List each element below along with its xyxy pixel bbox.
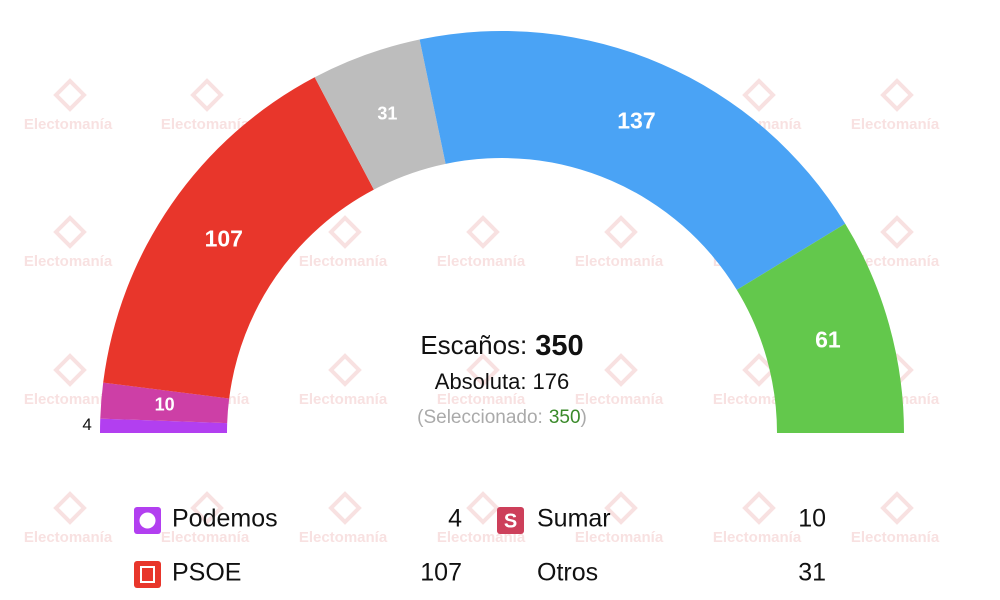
seat-arc xyxy=(419,31,846,290)
watermark-logo xyxy=(328,353,362,387)
watermark: Electomanía xyxy=(161,116,250,133)
watermark-logo xyxy=(466,491,500,525)
watermark: Electomanía xyxy=(299,253,388,270)
selected-label: (Seleccionado: xyxy=(417,407,543,428)
watermark: Electomanía xyxy=(299,391,388,408)
watermark: Electomanía xyxy=(161,529,250,546)
data-label: 107 xyxy=(205,225,243,251)
legend-label: Podemos xyxy=(172,505,278,533)
watermark-logo xyxy=(53,78,87,112)
watermark: Electomanía xyxy=(24,253,113,270)
data-label: 31 xyxy=(377,103,397,123)
watermark-logo xyxy=(53,215,87,249)
seat-arc xyxy=(103,77,374,399)
watermark: Electomanía xyxy=(851,116,940,133)
majority-label: Absoluta: xyxy=(435,369,527,394)
data-label: 4 xyxy=(82,415,91,434)
watermark-logo xyxy=(328,491,362,525)
seat-arc xyxy=(100,418,228,433)
watermark-logo xyxy=(466,353,500,387)
data-label: 61 xyxy=(815,327,841,353)
watermark: Electomanía xyxy=(851,529,940,546)
watermark-logo xyxy=(880,78,914,112)
watermark-logo xyxy=(190,78,224,112)
watermark: Electomanía xyxy=(851,253,940,270)
watermark: Electomanía xyxy=(713,529,802,546)
selected-close: ) xyxy=(581,407,587,428)
watermark-logo xyxy=(466,215,500,249)
legend-label: Sumar xyxy=(537,505,611,533)
watermark-logo xyxy=(53,353,87,387)
watermark-logo xyxy=(742,78,776,112)
legend-icon xyxy=(497,507,524,534)
watermark-logo xyxy=(742,491,776,525)
majority-line: Absoluta: 176 xyxy=(435,369,569,394)
watermark: Electomanía xyxy=(575,529,664,546)
watermark-logo xyxy=(880,215,914,249)
seat-arc: 4 10 107 31 137 61 xyxy=(82,31,904,434)
legend-value: 4 xyxy=(448,505,462,533)
watermark: Electomanía xyxy=(24,391,113,408)
watermark: Electomanía xyxy=(24,529,113,546)
legend-value: 31 xyxy=(798,559,826,587)
data-label: 10 xyxy=(155,394,175,414)
total-value: 350 xyxy=(535,330,583,362)
majority-value: 176 xyxy=(533,369,570,394)
watermark: Electomanía xyxy=(437,253,526,270)
watermark: Electomanía xyxy=(575,391,664,408)
total-line: Escaños: 350 xyxy=(420,330,583,362)
legend-value: 10 xyxy=(798,505,826,533)
legend-label: Otros xyxy=(537,559,598,587)
watermark-logo xyxy=(880,491,914,525)
watermark-logo xyxy=(53,491,87,525)
watermark-logo xyxy=(190,491,224,525)
watermark: Electomanía xyxy=(437,391,526,408)
watermark: Electomanía xyxy=(24,116,113,133)
data-label: 137 xyxy=(617,107,655,133)
legend-icon-glyph xyxy=(140,566,155,583)
seat-arc xyxy=(314,39,446,190)
watermark-logo xyxy=(328,215,362,249)
legend-icon-glyph: S xyxy=(504,510,517,532)
legend-icon-dot xyxy=(139,512,156,529)
selected-value: 350 xyxy=(549,407,581,428)
selected-line: (Seleccionado: 350) xyxy=(417,407,587,428)
seat-arc xyxy=(736,223,904,433)
legend-label: PSOE xyxy=(172,559,241,587)
seat-arc xyxy=(100,382,230,424)
total-label: Escaños: xyxy=(420,330,527,360)
watermark: Electomanía xyxy=(299,529,388,546)
watermark-logo xyxy=(604,491,638,525)
watermark: Electomanía xyxy=(575,253,664,270)
legend-value: 107 xyxy=(420,559,462,587)
watermark-logo xyxy=(604,215,638,249)
watermark-logo xyxy=(604,353,638,387)
legend: S Podemos 4 Sumar 10 PSOE 107 Otros 31 xyxy=(134,505,826,588)
legend-icon xyxy=(134,561,161,588)
